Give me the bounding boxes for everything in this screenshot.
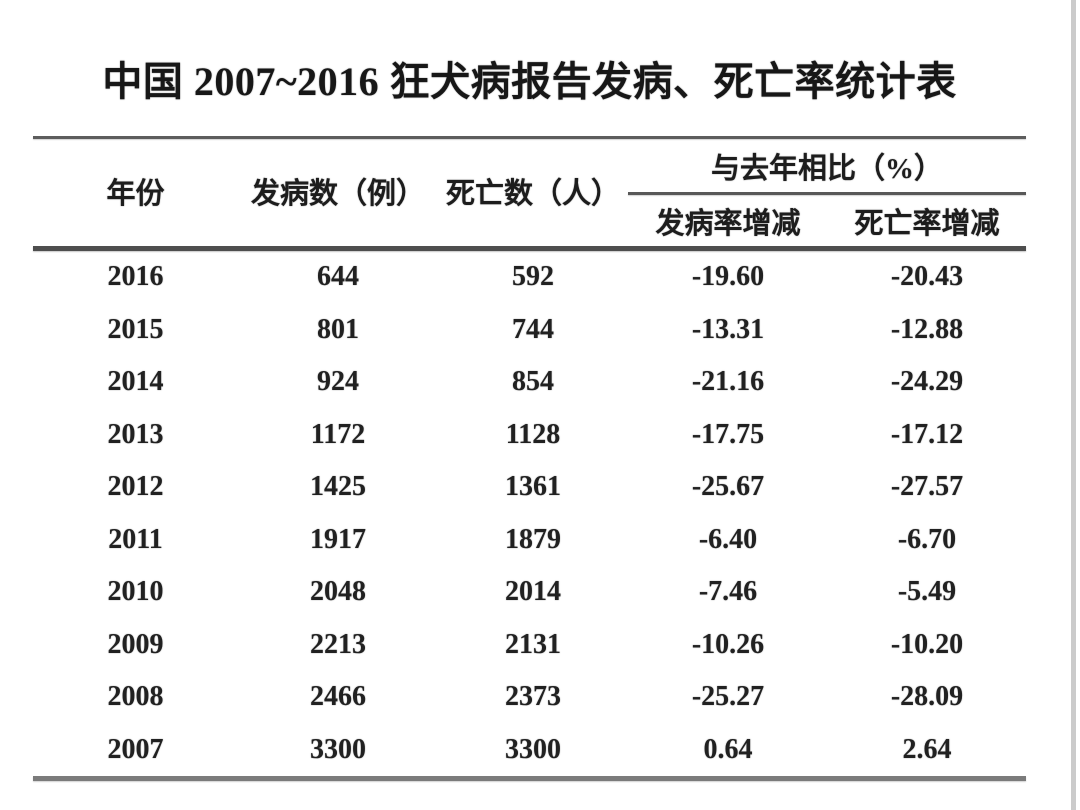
deaths-cell: 854 [512, 366, 554, 398]
deaths-cell: 2373 [505, 681, 561, 713]
mortality-change-cell: -17.12 [890, 418, 964, 450]
year-cell: 2011 [108, 523, 163, 555]
rule-top [33, 136, 1026, 139]
incidence-change-cell: -25.27 [691, 681, 765, 713]
incidence-change-cell: -25.67 [691, 471, 765, 503]
table-row: 2010 2048 2014 -7.46 -5.49 [33, 566, 1026, 619]
cases-cell: 1425 [310, 471, 366, 503]
incidence-change-cell: -19.60 [691, 261, 765, 293]
year-cell: 2016 [107, 261, 164, 293]
year-cell: 2009 [107, 628, 164, 660]
right-edge-shadow [1071, 0, 1076, 810]
col-header-year: 年份 [106, 178, 165, 210]
rule-header-bottom [33, 246, 1026, 251]
deaths-cell: 1879 [505, 523, 561, 555]
deaths-cell: 3300 [505, 733, 561, 765]
table-row: 2011 1917 1879 -6.40 -6.70 [33, 514, 1026, 567]
mortality-change-cell: -6.70 [897, 523, 957, 555]
mortality-change-cell: -10.20 [890, 628, 964, 660]
year-cell: 2008 [107, 681, 164, 713]
table-row: 2016 644 592 -19.60 -20.43 [33, 251, 1026, 304]
rule-compare-group-underline [628, 192, 1026, 195]
mortality-change-cell: -20.43 [890, 261, 964, 293]
incidence-change-cell: -10.26 [691, 628, 765, 660]
mortality-change-cell: -5.49 [897, 576, 957, 608]
year-cell: 2007 [107, 733, 164, 765]
col-header-compare-group: 与去年相比（%） [710, 152, 943, 185]
incidence-change-cell: -13.31 [691, 313, 765, 345]
cases-cell: 2048 [310, 576, 366, 608]
mortality-change-cell: -12.88 [890, 313, 964, 345]
incidence-change-cell: -6.40 [698, 523, 758, 555]
cases-cell: 2213 [310, 628, 366, 660]
year-cell: 2015 [107, 313, 164, 345]
table-row: 2013 1172 1128 -17.75 -17.12 [33, 409, 1026, 462]
year-cell: 2010 [107, 576, 164, 608]
cases-cell: 1172 [310, 418, 366, 450]
incidence-change-cell: 0.64 [703, 733, 753, 765]
mortality-change-cell: 2.64 [902, 733, 952, 765]
year-cell: 2012 [107, 471, 164, 503]
rule-table-bottom [33, 776, 1026, 781]
deaths-cell: 2014 [505, 576, 561, 608]
deaths-cell: 592 [512, 261, 554, 293]
deaths-cell: 744 [512, 313, 554, 345]
table-row: 2007 3300 3300 0.64 2.64 [33, 724, 1026, 777]
table-row: 2014 924 854 -21.16 -24.29 [33, 356, 1026, 409]
deaths-cell: 1361 [505, 471, 561, 503]
cases-cell: 801 [317, 313, 359, 345]
cases-cell: 644 [317, 261, 359, 293]
table-row: 2012 1425 1361 -25.67 -27.57 [33, 461, 1026, 514]
cases-cell: 1917 [310, 523, 366, 555]
mortality-change-cell: -28.09 [890, 681, 964, 713]
col-header-incidence-change: 发病率增减 [655, 207, 801, 240]
table-row: 2008 2466 2373 -25.27 -28.09 [33, 671, 1026, 724]
incidence-change-cell: -17.75 [691, 418, 765, 450]
table-row: 2015 801 744 -13.31 -12.88 [33, 304, 1026, 357]
cases-cell: 924 [317, 366, 359, 398]
cases-cell: 2466 [310, 681, 366, 713]
mortality-change-cell: -24.29 [890, 366, 964, 398]
deaths-cell: 1128 [505, 418, 561, 450]
col-header-cases: 发病数（例） [250, 178, 425, 210]
deaths-cell: 2131 [505, 628, 561, 660]
year-cell: 2013 [107, 418, 164, 450]
year-cell: 2014 [107, 366, 164, 398]
table-body: 2016 644 592 -19.60 -20.43 2015 801 744 … [33, 251, 1026, 776]
mortality-change-cell: -27.57 [890, 471, 964, 503]
cases-cell: 3300 [310, 733, 366, 765]
table-row: 2009 2213 2131 -10.26 -10.20 [33, 619, 1026, 672]
col-header-deaths: 死亡数（人） [445, 178, 620, 210]
col-header-mortality-change: 死亡率增减 [854, 207, 1000, 240]
incidence-change-cell: -7.46 [698, 576, 758, 608]
incidence-change-cell: -21.16 [691, 366, 765, 398]
table-title: 中国 2007~2016 狂犬病报告发病、死亡率统计表 [102, 59, 957, 104]
